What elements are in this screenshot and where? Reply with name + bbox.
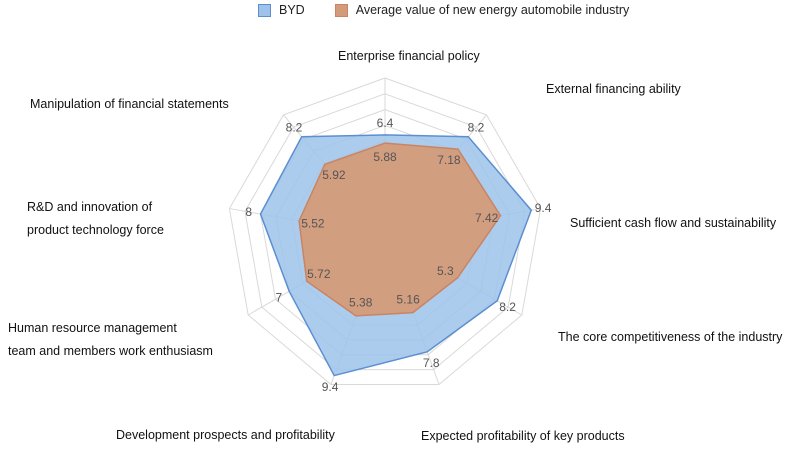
industry-value-label: 7.42	[475, 211, 499, 225]
axis-label-expected-profitability: Expected profitability of key products	[421, 425, 625, 448]
byd-value-label: 9.4	[322, 380, 339, 394]
axis-label-text: Manipulation of financial statements	[30, 97, 229, 111]
axis-label-human-resource: Human resource management team and membe…	[8, 317, 213, 363]
industry-value-label: 5.38	[349, 296, 373, 310]
byd-value-label: 7	[275, 290, 282, 304]
industry-value-label: 5.92	[322, 168, 346, 182]
axis-label-text: The core competitiveness of the industry	[558, 330, 783, 344]
axis-label-text: Development prospects and profitability	[116, 428, 335, 442]
byd-value-label: 8.2	[468, 121, 485, 135]
axis-label-text: Expected profitability of key products	[421, 429, 625, 443]
legend-item-industry[interactable]: Average value of new energy automobile i…	[334, 3, 630, 17]
byd-value-label: 8.2	[499, 300, 516, 314]
axis-label-manipulation-financial-statements: Manipulation of financial statements	[30, 93, 229, 116]
axis-label-text: External financing ability	[546, 82, 681, 96]
axis-label-sufficient-cash-flow: Sufficient cash flow and sustainability	[570, 212, 776, 235]
legend-label-byd: BYD	[279, 3, 305, 17]
axis-label-text: team and members work enthusiasm	[8, 344, 213, 358]
byd-value-label: 6.4	[377, 116, 394, 130]
industry-value-label: 5.88	[373, 150, 397, 164]
axis-label-text: Sufficient cash flow and sustainability	[570, 216, 777, 230]
axis-label-text: Human resource management	[8, 321, 177, 335]
axis-label-text: R&D and innovation of	[27, 200, 153, 214]
legend-label-industry: Average value of new energy automobile i…	[355, 3, 630, 17]
byd-value-label: 9.4	[535, 201, 552, 215]
axis-label-text: product technology force	[27, 223, 164, 237]
axis-label-rnd-innovation: R&D and innovation of product technology…	[27, 196, 164, 242]
industry-value-label: 7.18	[437, 153, 461, 167]
axis-label-text: Enterprise financial policy	[338, 49, 480, 63]
byd-value-label: 8	[245, 205, 252, 219]
axis-label-development-prospects: Development prospects and profitability	[116, 424, 335, 447]
axis-label-core-competitiveness: The core competitiveness of the industry	[558, 326, 782, 349]
industry-value-label: 5.16	[396, 292, 420, 306]
axis-label-enterprise-financial-policy: Enterprise financial policy	[338, 45, 480, 68]
grid-ring	[228, 77, 542, 385]
industry-value-label: 5.3	[437, 264, 454, 278]
axis-label-external-financing-ability: External financing ability	[546, 78, 681, 101]
byd-value-label: 8.2	[286, 121, 303, 135]
legend-item-byd[interactable]: BYD	[258, 3, 305, 17]
legend: BYD Average value of new energy automobi…	[258, 3, 659, 17]
legend-swatch-byd	[258, 3, 271, 17]
legend-swatch-industry	[334, 3, 348, 17]
grid-ring	[244, 93, 526, 371]
industry-value-label: 5.52	[301, 216, 325, 230]
series-industry-area	[298, 142, 502, 317]
industry-value-label: 5.72	[307, 267, 331, 281]
byd-value-label: 7.8	[423, 356, 440, 370]
